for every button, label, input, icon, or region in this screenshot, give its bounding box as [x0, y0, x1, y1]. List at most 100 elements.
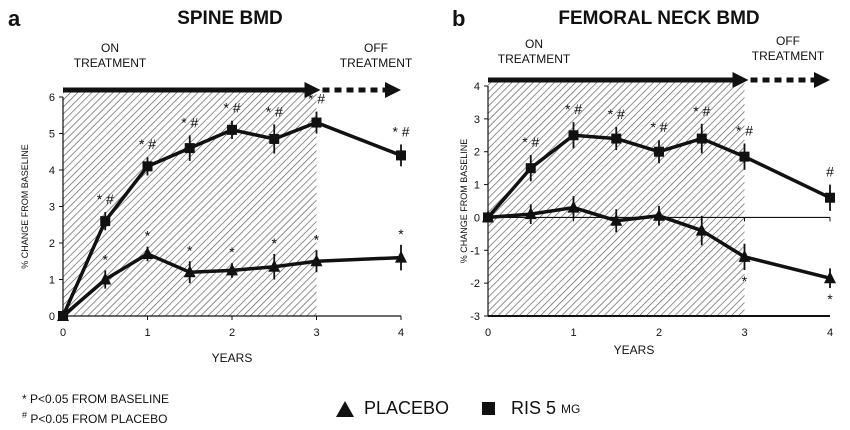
panel-a-placebo-annotation: * [187, 242, 193, 258]
panel-a-ris-annotation: * # [266, 103, 283, 119]
panel-a-y-tick-label: 6 [49, 92, 55, 104]
panel-b-on-label-2: TREATMENT [498, 52, 571, 66]
panel-b-y-tick-label: -2 [470, 278, 480, 290]
panel-a-y-tick-label: 4 [49, 165, 55, 177]
panel-b-ris-annotation: * # [650, 119, 667, 135]
legend-placebo: PLACEBO [336, 398, 449, 419]
panel-a-placebo-point [141, 246, 154, 259]
panel-a-placebo-point [310, 254, 323, 267]
panel-b-letter: b [452, 6, 465, 31]
panel-a-ris-point [269, 133, 280, 144]
panel-b-ris-point [525, 163, 536, 174]
panel-b-off-label-1: OFF [776, 34, 800, 48]
panel-b-placebo-point [695, 223, 708, 236]
panel-a-plot: 0 1 2 3 4 5 6 0 1 2 3 4 YEARS % CHANGE FROM BASELINE *… [20, 82, 410, 365]
panel-b-treatment-region [488, 78, 745, 316]
panel-b-x-tick-label: 0 [485, 327, 491, 339]
panel-a-y-tick-label: 5 [49, 129, 55, 141]
panel-a-ris-line [61, 120, 402, 317]
panel-a-ris-point [184, 143, 195, 154]
panel-a-ris-point [227, 124, 237, 135]
panel-a-placebo-annotation: * [229, 244, 235, 260]
triangle-marker-icon [336, 400, 354, 417]
panel-b-y-tick-label: 4 [474, 81, 480, 93]
panel-b-on-label-1: ON [525, 37, 543, 51]
footnote-baseline: * P<0.05 FROM BASELINE [22, 392, 169, 407]
panel-b-ris-annotation: * # [608, 106, 625, 122]
legend-ris-unit: MG [561, 401, 581, 416]
panel-b-placebo-line [487, 205, 831, 280]
panel-b-ris-annotation: # [826, 164, 834, 180]
panel-a-placebo-annotation: * [145, 228, 151, 244]
panel-a-letter: a [8, 6, 21, 31]
panel-b-title: FEMORAL NECK BMD [558, 8, 759, 29]
panel-b-y-tick-label: -1 [470, 245, 480, 257]
panel-a-title: SPINE BMD [177, 8, 283, 29]
panel-a-x-tick-label: 0 [60, 327, 66, 339]
panel-a-on-label-2: TREATMENT [74, 56, 147, 70]
panel-b-ris-point [654, 146, 664, 157]
panel-a-ris-annotation: * # [392, 123, 409, 139]
panel-b-placebo-point [567, 200, 580, 213]
panel-a-placebo-line [61, 252, 402, 318]
panel-a-placebo-point [226, 263, 238, 276]
panel-a-off-label-2: TREATMENT [340, 56, 413, 70]
panel-a-ris-annotation: * # [308, 91, 325, 107]
panel-b-y-tick-label: 2 [474, 147, 480, 159]
panel-a-ris-point [396, 150, 406, 161]
legend-placebo-label: PLACEBO [364, 398, 450, 418]
panel-a-placebo-annotation: * [314, 231, 320, 247]
panel-a-x-tick-label: 3 [313, 327, 319, 339]
panel-b-placebo-point [482, 210, 494, 223]
panel-b-off-arrow-head-icon [814, 72, 830, 88]
panel-a-x-tick-label: 4 [398, 327, 404, 339]
panel-b-x-tick-label: 3 [741, 327, 747, 339]
panel-b-plot: -3 -2 -1 0 1 2 3 4 0 1 2 3 4 YEARS % CHANGE FROM BASEL… [459, 72, 836, 357]
panel-a-x-axis-label: YEARS [212, 351, 253, 365]
panel-a-y-axis-label: % CHANGE FROM BASELINE [20, 144, 30, 269]
panel-a-ris-annotation: * # [223, 100, 240, 116]
panel-a-placebo-annotation: * [398, 226, 404, 242]
panel-b-placebo-point [524, 207, 537, 220]
panel-b-ris-annotation: * # [522, 134, 539, 150]
panel-b-x-axis-label: YEARS [614, 343, 655, 357]
panel-a-y-tick-label: 3 [49, 202, 55, 214]
panel-b-ris-point [739, 151, 750, 162]
panel-b-y-tick-label: 0 [474, 212, 480, 224]
panel-b-y-tick-label: -3 [470, 311, 480, 323]
panel-b-ris-point [825, 192, 835, 203]
panel-b-placebo-point [653, 208, 665, 221]
panel-a-ris-annotation: * # [181, 114, 198, 130]
square-marker-icon [482, 402, 495, 415]
panel-a-y-tick-label: 2 [49, 238, 55, 250]
footnote-hash-mark: # [22, 410, 28, 420]
panel-a-y-tick-label: 1 [49, 275, 55, 287]
panel-b-on-arrow-head-icon [732, 72, 749, 88]
panel-b-ris-annotation: * # [565, 101, 582, 117]
panel-a-ris-point [142, 161, 153, 172]
panel-b-ris-point [611, 133, 622, 144]
panel-b-ris-annotation: * # [736, 123, 753, 139]
footnote-star-text: P<0.05 FROM BASELINE [26, 392, 170, 406]
panel-b-x-tick-label: 1 [570, 327, 576, 339]
panel-a-x-tick-label: 2 [229, 327, 235, 339]
panel-b-y-axis-label: % CHANGE FROM BASELINE [459, 139, 469, 264]
panel-a-y-tick-label: 0 [49, 311, 55, 323]
panel-a-placebo-point [395, 250, 407, 263]
panel-b-placebo-point [824, 271, 836, 284]
panel-a-placebo-point [183, 265, 196, 278]
panel-b-ris-line [486, 133, 831, 219]
legend-ris-label: RIS 5 [511, 398, 557, 418]
panel-b-placebo-annotation: * [742, 273, 748, 289]
panel-a-placebo-point [268, 259, 281, 272]
panel-b-y-tick-label: 1 [474, 180, 480, 192]
panel-a-ris-point [311, 117, 322, 128]
panel-a-on-arrow-head-icon [304, 82, 321, 98]
panel-a-off-label-1: OFF [364, 41, 388, 55]
panel-a-ris-annotation: * # [97, 191, 114, 207]
panel-a-x-tick-label: 1 [144, 327, 150, 339]
footnote-hash-text: P<0.05 FROM PLACEBO [27, 412, 168, 426]
panel-a-on-label-1: ON [101, 41, 119, 55]
panel-a-ris-point [100, 216, 111, 227]
